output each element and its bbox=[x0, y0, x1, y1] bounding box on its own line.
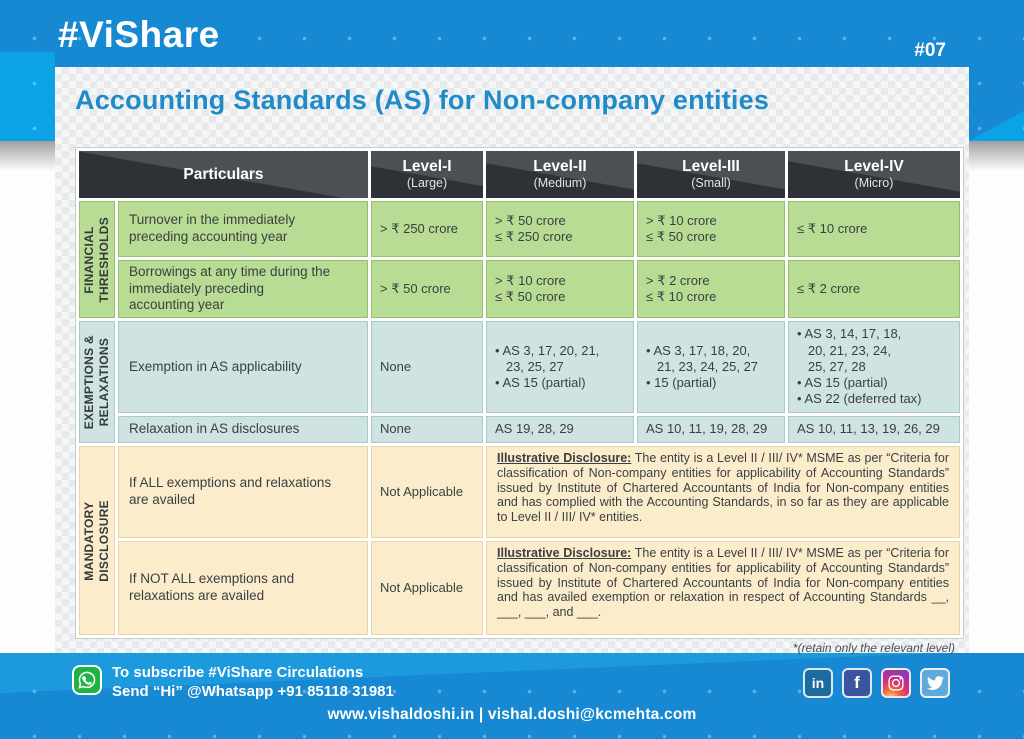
banner-accent-left bbox=[0, 52, 55, 141]
vishare-logo: #ViShare bbox=[58, 14, 220, 55]
whatsapp-icon[interactable] bbox=[72, 665, 102, 695]
instagram-glyph bbox=[888, 675, 904, 691]
exemption-level-4: • AS 3, 14, 17, 18, 20, 21, 23, 24, 25, … bbox=[788, 321, 960, 413]
row-all-availed-particulars: If ALL exemptions and relaxations are av… bbox=[118, 446, 368, 538]
whatsapp-glyph bbox=[78, 671, 96, 689]
group-label-mandatory-disclosure: MANDATORY DISCLOSURE bbox=[79, 446, 115, 635]
exemption-level-3: • AS 3, 17, 18, 20, 21, 23, 24, 25, 27 •… bbox=[637, 321, 785, 413]
exemption-level-1: None bbox=[371, 321, 483, 413]
as-classification-table: Particulars Level-I (Large) Level-II (Me… bbox=[75, 147, 964, 639]
turnover-level-2: > ₹ 50 crore ≤ ₹ 250 crore bbox=[486, 201, 634, 257]
twitter-icon[interactable] bbox=[920, 668, 950, 698]
turnover-level-1: > ₹ 250 crore bbox=[371, 201, 483, 257]
relaxation-level-4: AS 10, 11, 13, 19, 26, 29 bbox=[788, 416, 960, 443]
disclosure-lead: Illustrative Disclosure: bbox=[497, 546, 632, 560]
row-relaxation-particulars: Relaxation in AS disclosures bbox=[118, 416, 368, 443]
all-availed-disclosure: Illustrative Disclosure: The entity is a… bbox=[486, 446, 960, 538]
turnover-level-4: ≤ ₹ 10 crore bbox=[788, 201, 960, 257]
page-title: Accounting Standards (AS) for Non-compan… bbox=[75, 85, 770, 115]
twitter-glyph bbox=[926, 676, 944, 690]
col-header-particulars: Particulars bbox=[79, 151, 368, 198]
linkedin-label: in bbox=[811, 675, 825, 691]
all-availed-level-1: Not Applicable bbox=[371, 446, 483, 538]
relaxation-level-1: None bbox=[371, 416, 483, 443]
col-header-level-4: Level-IV (Micro) bbox=[788, 151, 960, 198]
row-not-all-availed-particulars: If NOT ALL exemptions and relaxations ar… bbox=[118, 541, 368, 635]
col-header-level-3: Level-III (Small) bbox=[637, 151, 785, 198]
not-all-availed-level-1: Not Applicable bbox=[371, 541, 483, 635]
social-links: in f bbox=[803, 668, 950, 698]
disclosure-lead: Illustrative Disclosure: bbox=[497, 451, 632, 465]
borrowings-level-1: > ₹ 50 crore bbox=[371, 260, 483, 318]
retain-level-footnote: *(retain only the relevant level) bbox=[792, 641, 955, 655]
relaxation-level-3: AS 10, 11, 19, 28, 29 bbox=[637, 416, 785, 443]
relaxation-level-2: AS 19, 28, 29 bbox=[486, 416, 634, 443]
group-label-financial-thresholds: FINANCIAL THRESHOLDS bbox=[79, 201, 115, 318]
facebook-label: f bbox=[854, 673, 860, 692]
banner-accent-right bbox=[969, 111, 1024, 141]
borrowings-level-3: > ₹ 2 crore ≤ ₹ 10 crore bbox=[637, 260, 785, 318]
turnover-level-3: > ₹ 10 crore ≤ ₹ 50 crore bbox=[637, 201, 785, 257]
group-label-exemptions-relaxations: EXEMPTIONS & RELAXATIONS bbox=[79, 321, 115, 443]
col-header-level-2: Level-II (Medium) bbox=[486, 151, 634, 198]
issue-number: #07 bbox=[914, 40, 946, 61]
borrowings-level-2: > ₹ 10 crore ≤ ₹ 50 crore bbox=[486, 260, 634, 318]
linkedin-icon[interactable]: in bbox=[803, 668, 833, 698]
content-panel: Accounting Standards (AS) for Non-compan… bbox=[55, 67, 969, 655]
website-email-link[interactable]: www.vishaldoshi.in | vishal.doshi@kcmeht… bbox=[327, 706, 697, 723]
disclosure-body: The entity is a Level II / III/ IV* MSME… bbox=[497, 451, 949, 524]
exemption-level-2: • AS 3, 17, 20, 21, 23, 25, 27 • AS 15 (… bbox=[486, 321, 634, 413]
borrowings-level-4: ≤ ₹ 2 crore bbox=[788, 260, 960, 318]
disclosure-body: The entity is a Level II / III/ IV* MSME… bbox=[497, 546, 949, 619]
row-turnover-particulars: Turnover in the immediately preceding ac… bbox=[118, 201, 368, 257]
row-exemption-particulars: Exemption in AS applicability bbox=[118, 321, 368, 413]
instagram-icon[interactable] bbox=[881, 668, 911, 698]
col-header-level-1: Level-I (Large) bbox=[371, 151, 483, 198]
not-all-availed-disclosure: Illustrative Disclosure: The entity is a… bbox=[486, 541, 960, 635]
row-borrowings-particulars: Borrowings at any time during the immedi… bbox=[118, 260, 368, 318]
subscribe-text: To subscribe #ViShare Circulations Send … bbox=[112, 664, 394, 700]
facebook-icon[interactable]: f bbox=[842, 668, 872, 698]
